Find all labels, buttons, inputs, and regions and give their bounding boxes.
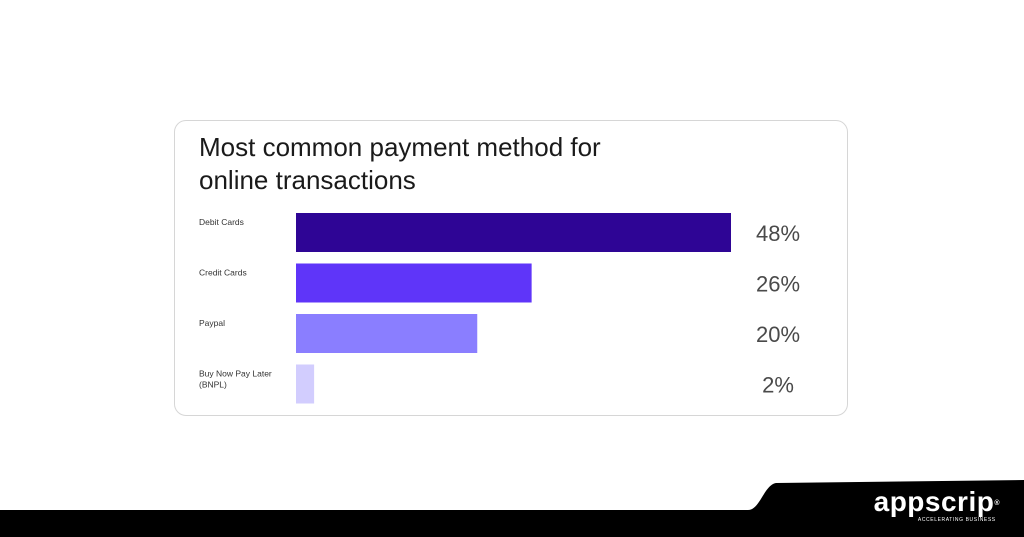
footer-band bbox=[0, 480, 1024, 537]
value-label: 48% bbox=[756, 221, 800, 246]
bar-chart: Debit Cards 48% Credit Cards 26% Paypal 20% Bu… bbox=[199, 213, 800, 404]
logo-wordmark: appscrip bbox=[873, 486, 995, 517]
value-label: 20% bbox=[756, 322, 800, 347]
bar bbox=[296, 314, 478, 353]
chart-card: Most common payment method for online tr… bbox=[174, 120, 848, 416]
appscrip-logo[interactable]: appscrip® ACCELERATING BUSINESS bbox=[873, 486, 1000, 524]
bar bbox=[296, 263, 532, 303]
category-label: Buy Now Pay Later (BNPL) bbox=[199, 369, 272, 390]
value-label: 2% bbox=[762, 373, 794, 398]
value-label: 26% bbox=[756, 272, 800, 297]
category-label: Credit Cards bbox=[199, 268, 247, 278]
bar bbox=[296, 213, 731, 252]
category-label: Debit Cards bbox=[199, 217, 244, 227]
registered-mark: ® bbox=[994, 500, 1000, 507]
bar bbox=[296, 364, 315, 404]
logo-tagline: ACCELERATING BUSINESS bbox=[917, 517, 996, 523]
chart-title: Most common payment method for online tr… bbox=[199, 132, 601, 195]
category-label: Paypal bbox=[199, 318, 225, 328]
